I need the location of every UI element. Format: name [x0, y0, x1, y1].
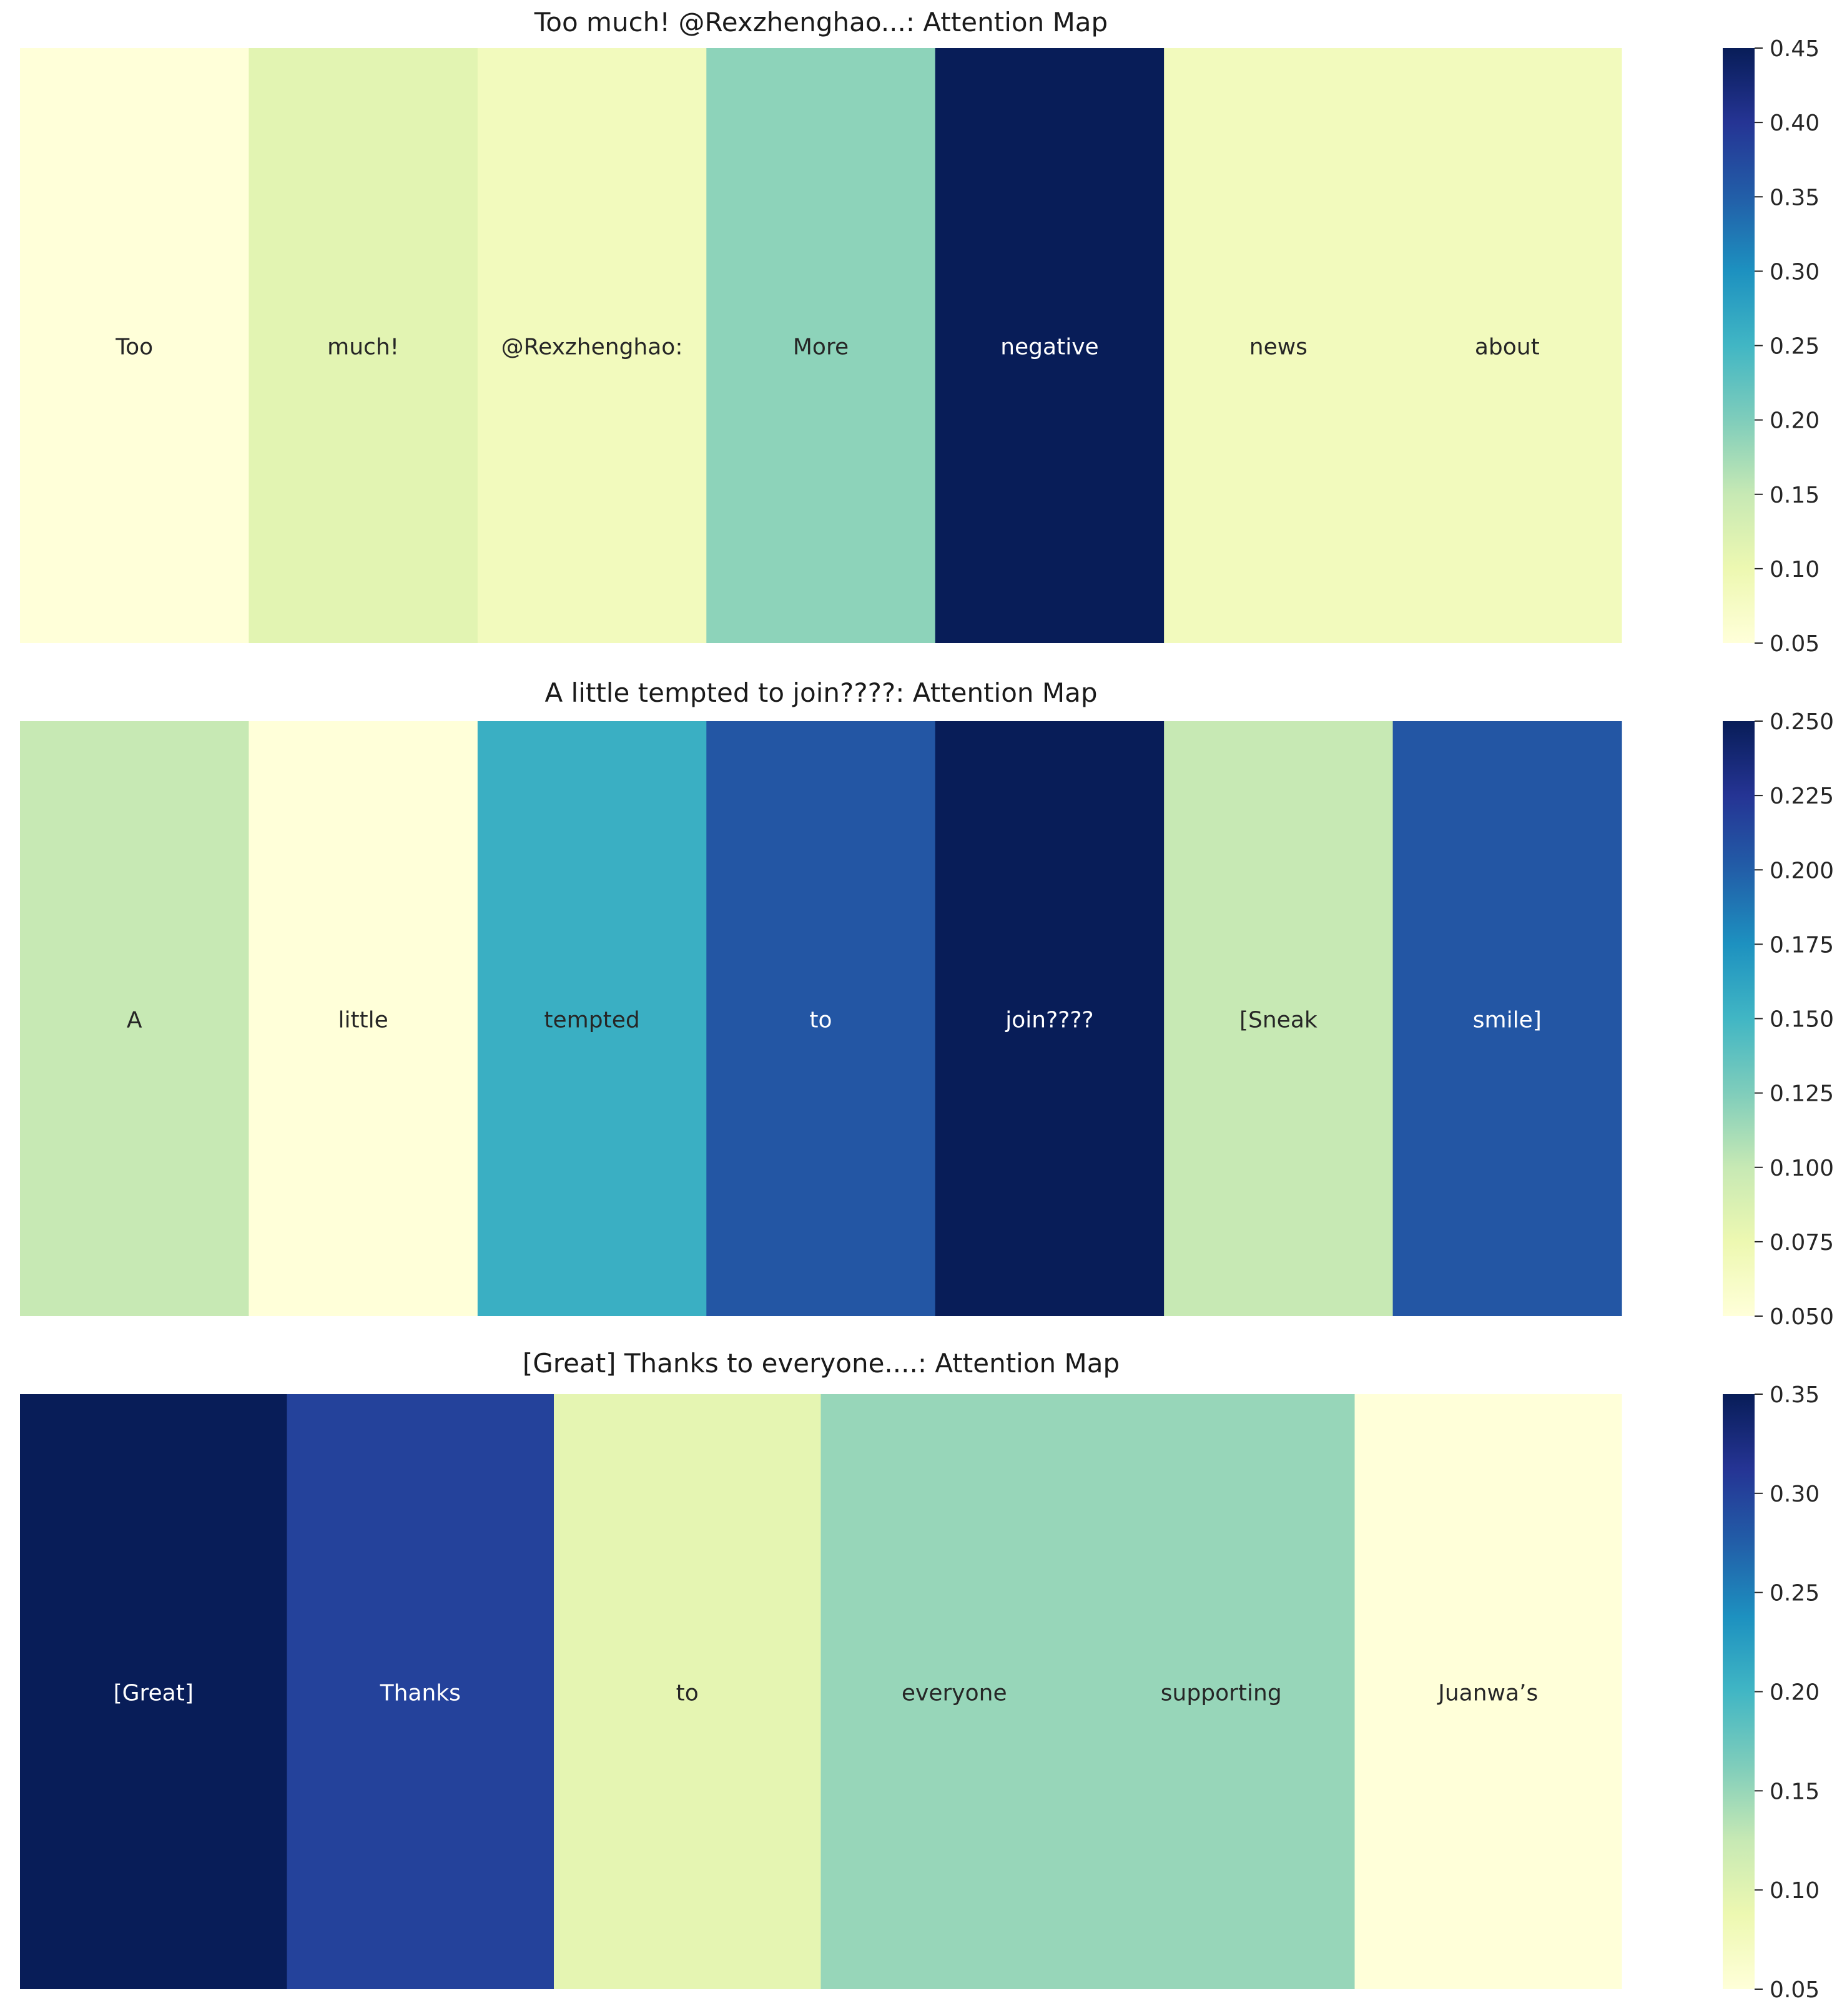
chart-title: [Great] Thanks to everyone....: Attentio…	[523, 1348, 1120, 1379]
colorbar-tick-label: 0.30	[1770, 259, 1820, 285]
token-label: everyone	[902, 1681, 1007, 1706]
colorbar-tick-label: 0.15	[1770, 483, 1820, 508]
colorbar-gradient	[1723, 1394, 1755, 1989]
colorbar-tick-label: 0.10	[1770, 1878, 1820, 1904]
colorbar-tick-label: 0.150	[1770, 1007, 1834, 1033]
heatmap-cell	[706, 48, 936, 643]
heatmap-cell	[287, 1394, 554, 1989]
heatmap-cell	[249, 48, 478, 643]
colorbar-tick-label: 0.40	[1770, 111, 1820, 136]
colorbar-tick-label: 0.250	[1770, 709, 1834, 735]
attention-panel-1: Too much! @Rexzhenghao...: Attention Map…	[20, 7, 1820, 657]
token-label: about	[1475, 335, 1540, 360]
colorbar-gradient	[1723, 48, 1755, 643]
heatmap-cell	[706, 721, 936, 1316]
colorbar-tick-label: 0.25	[1770, 334, 1820, 360]
token-label: @Rexzhenghao:	[501, 335, 683, 360]
heatmap-cell	[1164, 48, 1394, 643]
colorbar-tick-label: 0.075	[1770, 1230, 1834, 1256]
heatmap-cell	[1164, 721, 1394, 1316]
colorbar-tick-label: 0.20	[1770, 408, 1820, 434]
heatmap-cell	[820, 1394, 1088, 1989]
token-label: to	[809, 1008, 832, 1033]
heatmap-cell	[20, 48, 250, 643]
colorbar-tick-label: 0.20	[1770, 1680, 1820, 1706]
colorbar: 0.05 0.10 0.15 0.20 0.25 0.30 0.35	[1723, 1382, 1820, 2003]
heatmap-cell	[1392, 721, 1622, 1316]
token-label: Thanks	[380, 1681, 461, 1706]
colorbar-tick-label: 0.05	[1770, 1977, 1820, 2003]
token-label: [Sneak	[1239, 1008, 1317, 1033]
heatmap-cell	[1088, 1394, 1356, 1989]
heatmap-cell	[20, 1394, 288, 1989]
token-label: news	[1249, 335, 1308, 360]
heatmap-cell	[935, 48, 1165, 643]
attention-panel-3: [Great] Thanks to everyone....: Attentio…	[20, 1348, 1820, 2003]
colorbar-tick-label: 0.125	[1770, 1081, 1834, 1107]
token-label: tempted	[544, 1008, 639, 1033]
colorbar-tick-label: 0.25	[1770, 1581, 1820, 1606]
token-label: A	[127, 1008, 142, 1033]
attention-panel-2: A little tempted to join????: Attention …	[20, 677, 1834, 1330]
chart-title: Too much! @Rexzhenghao...: Attention Map	[534, 7, 1108, 37]
token-label: [Great]	[114, 1681, 194, 1706]
heatmap-cells: [Great] Thanks to everyone supporting Juanwa’…	[20, 1394, 1622, 1989]
heatmap-cell	[935, 721, 1165, 1316]
token-label: smile]	[1473, 1008, 1542, 1033]
token-label: join????	[1005, 1008, 1093, 1033]
token-label: negative	[1000, 335, 1098, 360]
heatmap-cell	[554, 1394, 822, 1989]
colorbar: 0.050 0.075 0.100 0.125 0.150 0.175 0.200 0.225…	[1723, 709, 1834, 1330]
colorbar-gradient	[1723, 721, 1755, 1316]
colorbar-tick-label: 0.05	[1770, 631, 1820, 657]
colorbar-tick-label: 0.30	[1770, 1482, 1820, 1507]
heatmap-cell	[249, 721, 478, 1316]
colorbar-tick-label: 0.175	[1770, 932, 1834, 958]
heatmap-cell	[20, 721, 250, 1316]
heatmap-cell	[477, 721, 707, 1316]
heatmap-cell	[1392, 48, 1622, 643]
token-label: to	[676, 1681, 699, 1706]
colorbar-tick-label: 0.10	[1770, 557, 1820, 583]
colorbar-tick-label: 0.200	[1770, 858, 1834, 883]
colorbar-tick-label: 0.45	[1770, 36, 1820, 62]
token-label: Too	[115, 335, 153, 360]
colorbar: 0.05 0.10 0.15 0.20 0.25 0.30 0.35 0.40 0.45	[1723, 36, 1820, 657]
colorbar-tick-label: 0.35	[1770, 1382, 1820, 1408]
token-label: More	[793, 335, 849, 360]
heatmap-cell	[477, 48, 707, 643]
token-label: much!	[327, 335, 399, 360]
token-label: little	[338, 1008, 388, 1033]
colorbar-tick-label: 0.225	[1770, 784, 1834, 809]
colorbar-tick-label: 0.35	[1770, 185, 1820, 210]
colorbar-tick-label: 0.100	[1770, 1156, 1834, 1181]
chart-title: A little tempted to join????: Attention …	[544, 677, 1097, 708]
token-label: Juanwa’s	[1437, 1681, 1538, 1706]
token-label: supporting	[1161, 1681, 1282, 1706]
heatmap-cell	[1354, 1394, 1622, 1989]
colorbar-tick-label: 0.15	[1770, 1779, 1820, 1804]
colorbar-tick-label: 0.050	[1770, 1304, 1834, 1330]
heatmap-cells: Too much! @Rexzhenghao: More negative news abo…	[20, 48, 1622, 643]
